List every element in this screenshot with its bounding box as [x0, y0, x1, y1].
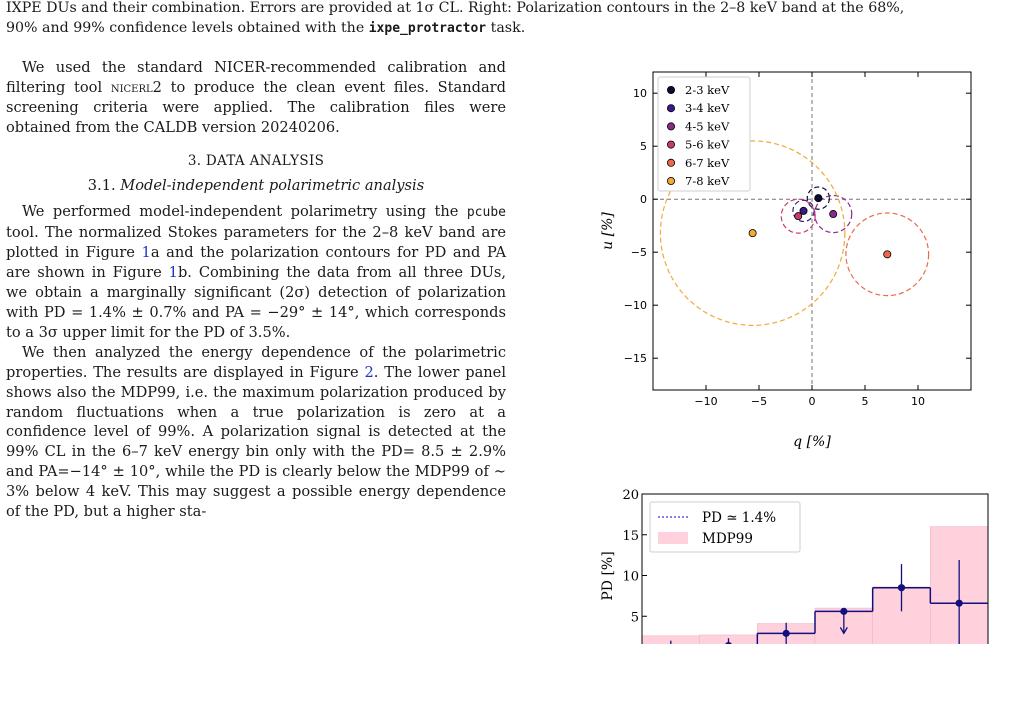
figure-caption: IXPE DUs and their combination. Errors a… [6, 0, 1028, 39]
pd-upper-limit-arrowhead [839, 627, 848, 635]
para3-text-a: We then analyzed the energy dependence o… [6, 343, 506, 381]
body-text-column: We used the standard NICER-recommended c… [6, 58, 506, 522]
qu-y-tick-label: 0 [640, 193, 647, 206]
qu-y-ticks: −15 −10 −5 0 5 10 [624, 87, 971, 365]
qu-data-point [794, 212, 803, 221]
para1-text-b: to produce the clean event files. Standa… [6, 78, 506, 136]
qu-legend-marker [667, 104, 676, 113]
qu-contour-circle [780, 198, 816, 234]
pd-legend: PD ≃ 1.4% MDP99 [649, 501, 801, 553]
caption-line-1: IXPE DUs and their combination. Errors a… [6, 0, 905, 16]
caption-task-name: ixpe_protractor [368, 21, 487, 36]
pd-y-ticks: 05101520 [622, 488, 647, 625]
qu-reference-lines [653, 72, 971, 390]
pd-y-tick-label: 5 [631, 610, 639, 625]
qu-contour-circle [814, 194, 853, 234]
para2-text-b: tool. The normalized Stokes parameters f… [6, 224, 506, 262]
qu-contour-chart: −10 −5 0 5 10 −15 −10 −5 0 5 10 2-3 keV 3-4 keV 4-5… [600, 71, 972, 450]
qu-y-axis-label: u [%] [600, 212, 616, 250]
pd-y-tick-label: 15 [622, 529, 639, 544]
pd-y-tick-label: 20 [622, 488, 639, 503]
subsection-name: Model-independent polarimetric analysis [120, 176, 425, 194]
code-pcube: pcube [466, 205, 506, 221]
qu-legend-label: 5-6 keV [685, 138, 730, 152]
pd-data-point [897, 584, 906, 592]
pd-y-tick-label: 10 [622, 570, 639, 585]
qu-y-tick-label: 10 [633, 87, 647, 100]
qu-y-tick-label: 5 [640, 140, 647, 153]
pd-data-point [782, 629, 790, 637]
subsection-number: 3.1. [87, 176, 116, 194]
qu-x-ticks: −10 −5 0 5 10 [694, 72, 925, 408]
caption-line-2-text: 90% and 99% confidence levels obtained w… [6, 20, 369, 36]
qu-data-point [799, 206, 808, 215]
pd-data-point [840, 607, 848, 615]
qu-data-point [814, 194, 823, 203]
qu-x-tick-label: 10 [911, 395, 925, 408]
qu-x-tick-label: −5 [751, 395, 767, 408]
mdp99-bar [641, 635, 700, 644]
paragraph-energy-dependence: We then analyzed the energy dependence o… [6, 343, 506, 522]
para2-text-a: We performed model-independent polarimet… [22, 203, 467, 221]
qu-y-tick-label: −10 [624, 299, 647, 312]
qu-legend-marker [667, 177, 676, 186]
qu-contour-circle [659, 140, 846, 326]
qu-legend-marker [667, 122, 676, 131]
qu-data-point [829, 210, 838, 219]
qu-contour-circle [845, 212, 930, 297]
qu-legend-label: 7-8 keV [685, 174, 730, 188]
qu-legend-marker [667, 140, 676, 149]
pd-points [670, 560, 963, 644]
qu-legend-label: 6-7 keV [685, 156, 730, 170]
pd-data-point [955, 599, 963, 607]
qu-x-tick-label: −10 [694, 395, 717, 408]
pd-legend-label-mdp: MDP99 [702, 531, 753, 547]
qu-data-point [883, 250, 892, 259]
qu-x-tick-label: 5 [862, 395, 869, 408]
qu-legend: 2-3 keV 3-4 keV 4-5 keV 5-6 keV 6-7 keV 7-8 k… [657, 76, 751, 192]
pd-data-point [725, 641, 732, 644]
qu-contour-circle [806, 186, 831, 210]
figure-ref-link[interactable]: 2 [364, 363, 374, 381]
para2-text-c: a and the polarization contours for PD a… [6, 244, 507, 282]
tool-name-nicerl2: nicerl2 [110, 78, 162, 96]
qu-legend-marker [667, 85, 676, 94]
pd-energy-chart: 2345678 05101520 PD ≃ 1.4%MDP99 Energy [… [600, 488, 989, 644]
qu-x-axis-label: q [%] [793, 434, 831, 450]
qu-legend-box [657, 76, 751, 192]
pd-legend-mdp-swatch [658, 532, 688, 544]
paragraph-nicer-calibration: We used the standard NICER-recommended c… [6, 58, 506, 138]
pd-legend-label-average: PD ≃ 1.4% [702, 510, 776, 526]
section-title: 3. DATA ANALYSIS [187, 152, 325, 169]
qu-contours [659, 140, 930, 326]
paragraph-model-independent: We performed model-independent polarimet… [6, 202, 506, 342]
subsection-title: 3.1. Model-independent polarimetric anal… [6, 176, 506, 196]
para2-text-d: b. Combining the data from all three DUs… [6, 264, 506, 341]
qu-points [748, 194, 892, 259]
qu-legend-marker [667, 158, 676, 167]
pd-y-axis-label: PD [%] [600, 551, 616, 600]
figure-ref-link[interactable]: 1 [141, 244, 151, 262]
para3-text-b: . The lower panel shows also the MDP99, … [6, 363, 506, 521]
qu-y-tick-label: −15 [624, 352, 647, 365]
figure-ref-link[interactable]: 1 [168, 264, 178, 282]
caption-line-2-end: task. [486, 20, 526, 36]
qu-x-tick-label: 0 [809, 395, 816, 408]
qu-legend-label: 3-4 keV [685, 101, 730, 115]
para1-text-a: We used the standard NICER-recommended c… [6, 59, 506, 96]
qu-y-tick-label: −5 [631, 246, 647, 259]
qu-legend-label: 4-5 keV [685, 119, 730, 133]
caption-line-2: 90% and 99% confidence levels obtained w… [6, 18, 1028, 39]
qu-data-point [748, 229, 757, 238]
qu-legend-label: 2-3 keV [685, 83, 730, 97]
